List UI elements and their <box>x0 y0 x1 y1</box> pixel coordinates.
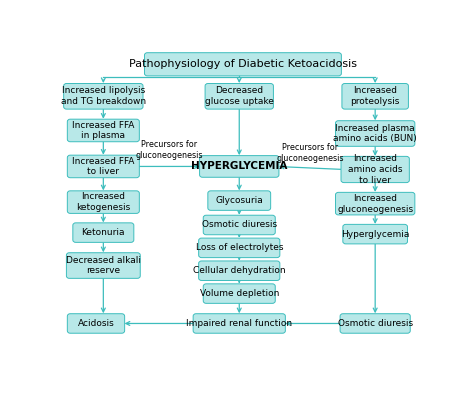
FancyBboxPatch shape <box>208 191 271 210</box>
Text: Loss of electrolytes: Loss of electrolytes <box>195 244 283 252</box>
Text: Increased plasma
amino acids (BUN): Increased plasma amino acids (BUN) <box>333 124 417 143</box>
FancyBboxPatch shape <box>73 223 134 242</box>
Text: Increased
gluconeogenesis: Increased gluconeogenesis <box>337 194 413 213</box>
FancyBboxPatch shape <box>200 156 279 177</box>
Text: Osmotic diuresis: Osmotic diuresis <box>337 319 413 328</box>
FancyBboxPatch shape <box>336 121 415 146</box>
Text: Decreased alkali
reserve: Decreased alkali reserve <box>66 256 141 275</box>
FancyBboxPatch shape <box>199 261 280 280</box>
Text: Acidosis: Acidosis <box>78 319 114 328</box>
Text: Precursors for
gluconeogenesis: Precursors for gluconeogenesis <box>276 143 344 163</box>
FancyBboxPatch shape <box>145 53 341 76</box>
FancyBboxPatch shape <box>205 84 273 109</box>
Text: Pathophysiology of Diabetic Ketoacidosis: Pathophysiology of Diabetic Ketoacidosis <box>129 59 357 69</box>
FancyBboxPatch shape <box>341 156 410 183</box>
FancyBboxPatch shape <box>340 314 410 333</box>
FancyBboxPatch shape <box>67 314 125 333</box>
Text: Cellular dehydration: Cellular dehydration <box>193 266 285 275</box>
FancyBboxPatch shape <box>342 84 409 109</box>
FancyBboxPatch shape <box>64 84 143 109</box>
Text: Volume depletion: Volume depletion <box>200 289 279 298</box>
Text: Increased
ketogenesis: Increased ketogenesis <box>76 192 130 212</box>
Text: Increased
amino acids
to liver: Increased amino acids to liver <box>348 154 402 185</box>
FancyBboxPatch shape <box>193 314 285 333</box>
Text: Increased FFA
to liver: Increased FFA to liver <box>72 156 135 176</box>
Text: Glycosuria: Glycosuria <box>215 196 263 205</box>
Text: Precursors for
gluconeogenesis: Precursors for gluconeogenesis <box>136 140 203 160</box>
Text: Decreased
glucose uptake: Decreased glucose uptake <box>205 86 273 106</box>
Text: Increased
proteolysis: Increased proteolysis <box>350 86 400 106</box>
Text: Hyperglycemia: Hyperglycemia <box>341 230 410 239</box>
Text: Impaired renal function: Impaired renal function <box>186 319 292 328</box>
FancyBboxPatch shape <box>203 284 275 303</box>
FancyBboxPatch shape <box>343 225 408 244</box>
FancyBboxPatch shape <box>67 191 139 213</box>
Text: Osmotic diuresis: Osmotic diuresis <box>202 221 277 230</box>
Text: Increased lipolysis
and TG breakdown: Increased lipolysis and TG breakdown <box>61 86 146 106</box>
FancyBboxPatch shape <box>67 119 139 142</box>
FancyBboxPatch shape <box>336 192 415 215</box>
FancyBboxPatch shape <box>67 155 139 178</box>
Text: HYPERGLYCEMIA: HYPERGLYCEMIA <box>191 162 287 171</box>
FancyBboxPatch shape <box>66 253 140 278</box>
FancyBboxPatch shape <box>199 238 280 258</box>
Text: Increased FFA
in plasma: Increased FFA in plasma <box>72 121 135 140</box>
Text: Ketonuria: Ketonuria <box>82 228 125 237</box>
FancyBboxPatch shape <box>203 215 275 235</box>
